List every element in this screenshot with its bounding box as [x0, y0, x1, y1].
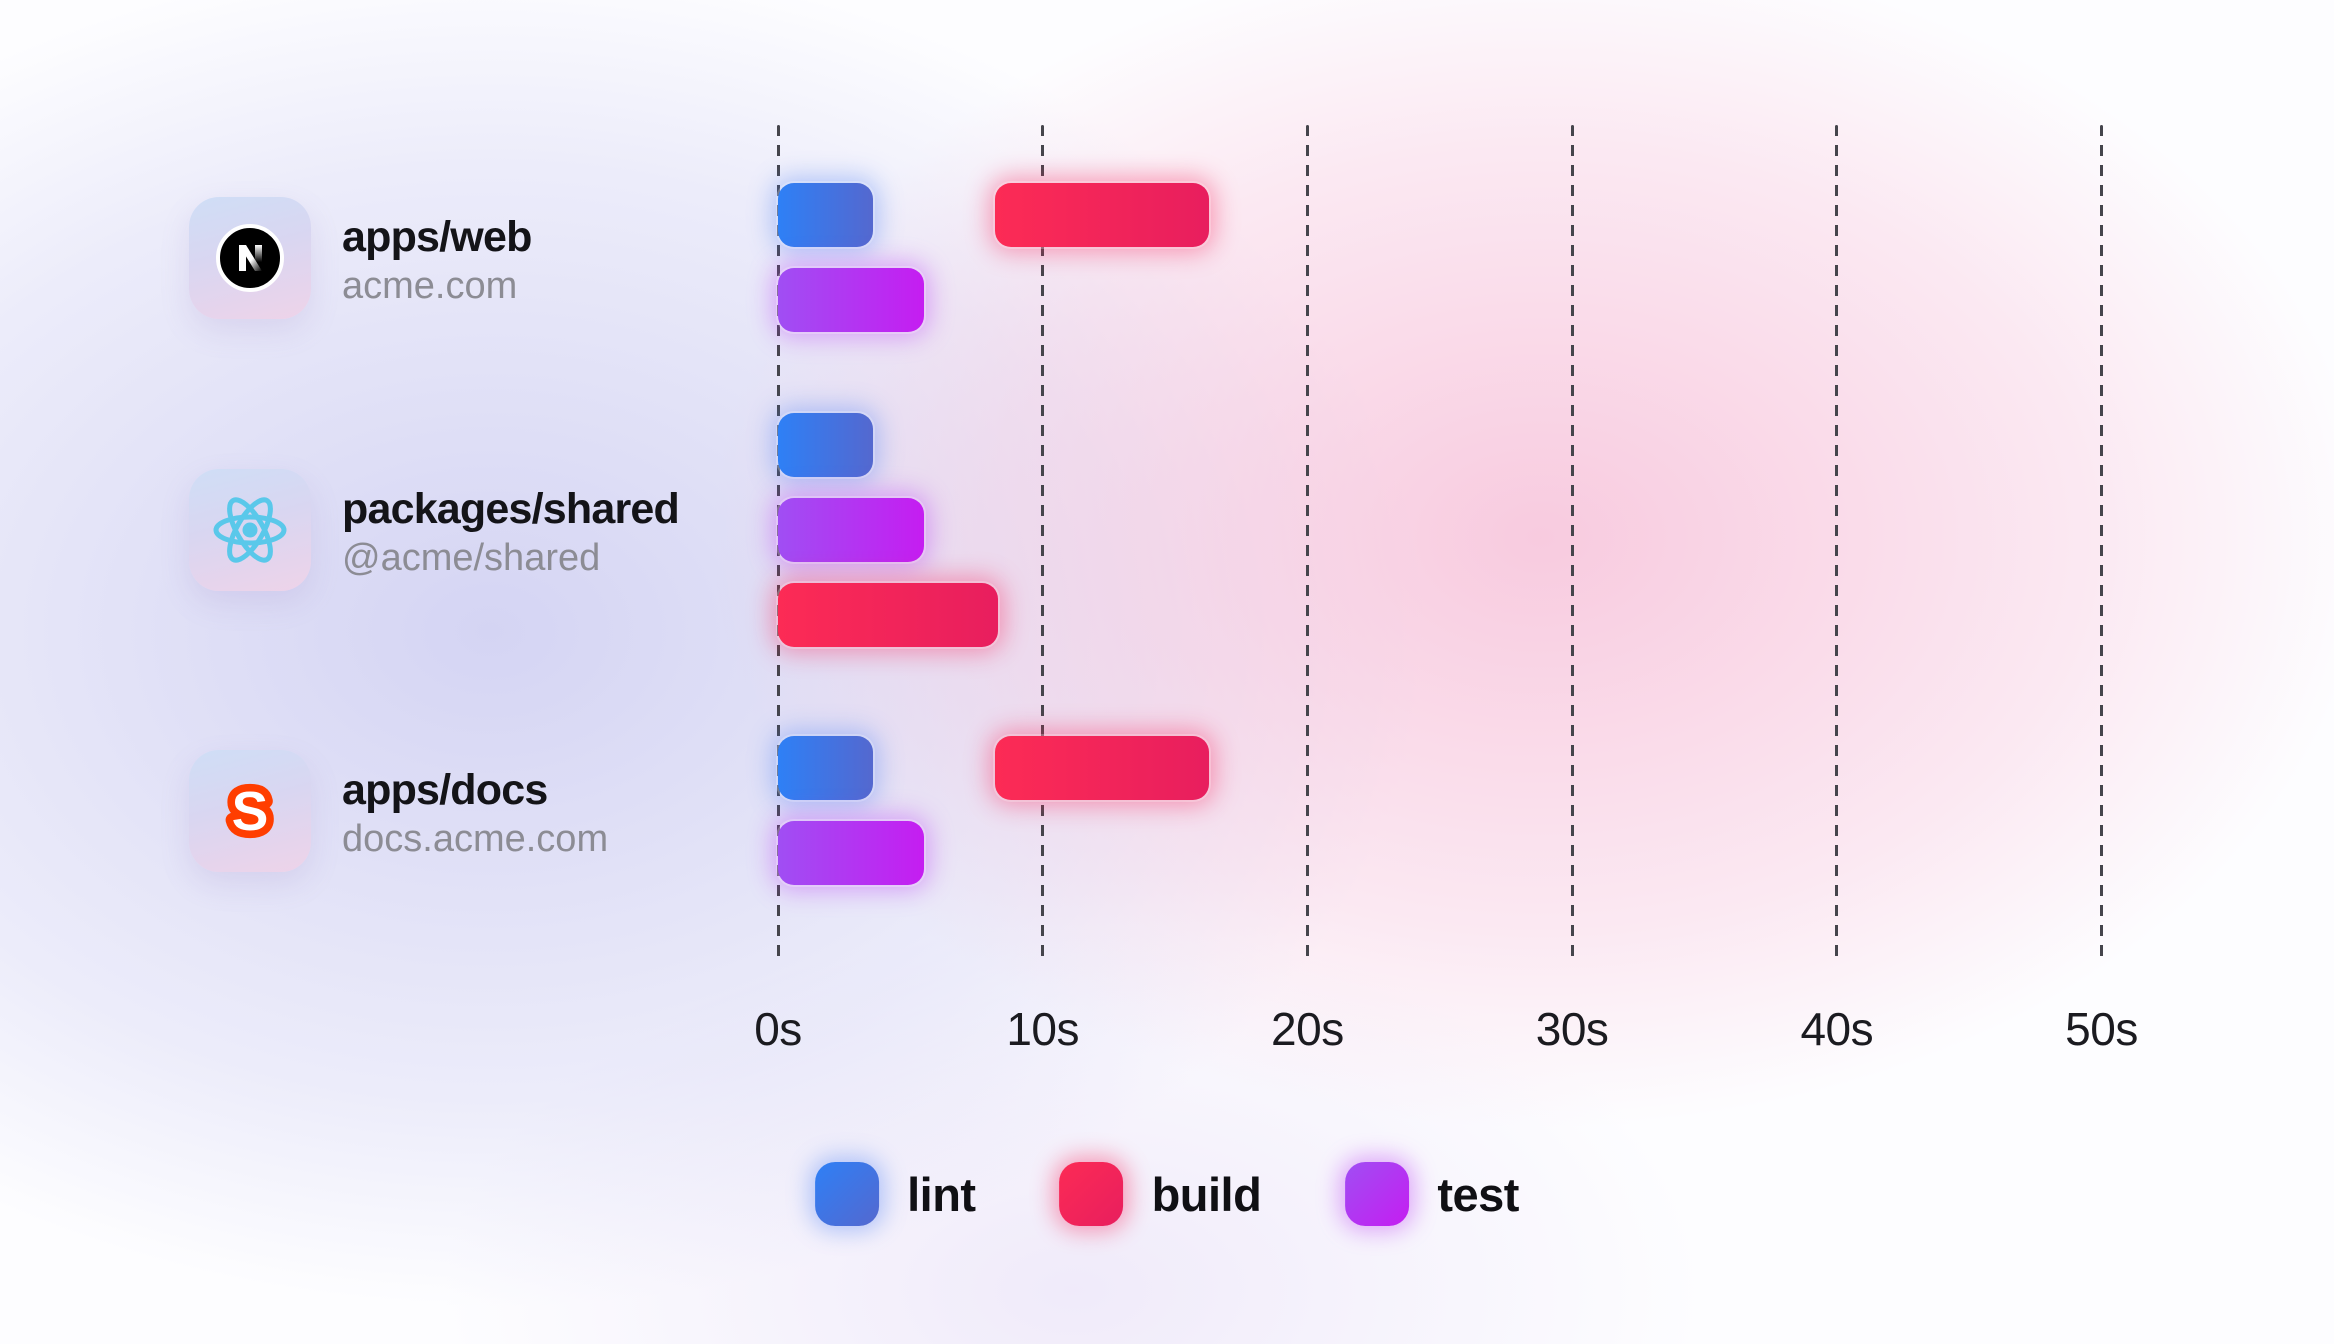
- gridline-40s: [1835, 125, 1839, 965]
- axis-tick-label-20s: 20s: [1271, 1003, 1344, 1055]
- task-bar-lint: [778, 183, 874, 247]
- package-title: apps/web: [342, 212, 532, 261]
- task-bar-test: [778, 498, 924, 562]
- task-bar-build: [778, 583, 998, 647]
- gridline-50s: [2100, 125, 2103, 965]
- svg-text:S: S: [232, 780, 269, 842]
- task-bar-build: [995, 183, 1210, 247]
- gridline-20s: [1305, 125, 1309, 965]
- legend-label: build: [1151, 1167, 1262, 1221]
- legend-swatch-test: [1345, 1162, 1410, 1226]
- package-title: packages/shared: [342, 485, 680, 533]
- task-bar-test: [778, 268, 924, 332]
- legend-label: test: [1437, 1167, 1519, 1221]
- package-row-label: apps/web acme.com: [342, 212, 532, 310]
- legend-label: lint: [907, 1167, 976, 1221]
- gridline-30s: [1570, 125, 1574, 965]
- legend-swatch-build: [1059, 1162, 1124, 1226]
- axis-tick-label-40s: 40s: [1800, 1003, 1874, 1055]
- legend-item-build: build: [1059, 1162, 1262, 1226]
- react-logo-icon: [213, 497, 287, 563]
- package-subtitle: @acme/shared: [342, 537, 601, 579]
- task-bar-test: [778, 821, 924, 885]
- package-row-label: packages/shared @acme/shared: [342, 484, 680, 582]
- package-row-label: apps/docs docs.acme.com: [342, 765, 608, 863]
- package-subtitle: acme.com: [342, 264, 518, 307]
- legend-item-test: test: [1345, 1162, 1519, 1226]
- axis-tick-label-0s: 0s: [754, 1003, 802, 1055]
- package-icon-tile: [189, 469, 311, 591]
- package-icon-tile: S: [189, 749, 311, 872]
- package-subtitle: docs.acme.com: [342, 817, 609, 860]
- svelte-logo-icon: S: [224, 773, 276, 849]
- package-title: apps/docs: [342, 765, 548, 814]
- legend-item-lint: lint: [815, 1162, 976, 1226]
- task-bar-lint: [778, 413, 874, 477]
- task-bar-lint: [778, 736, 874, 800]
- axis-tick-label-30s: 30s: [1535, 1003, 1609, 1055]
- task-bar-build: [995, 736, 1210, 800]
- axis-tick-label-10s: 10s: [1006, 1003, 1080, 1055]
- legend: lint build test: [815, 1162, 1519, 1226]
- package-icon-tile: [189, 196, 311, 319]
- axis-tick-label-50s: 50s: [2065, 1003, 2138, 1055]
- nextjs-logo-icon: [216, 223, 284, 292]
- legend-swatch-lint: [815, 1162, 880, 1226]
- gridline-10s: [1041, 125, 1045, 965]
